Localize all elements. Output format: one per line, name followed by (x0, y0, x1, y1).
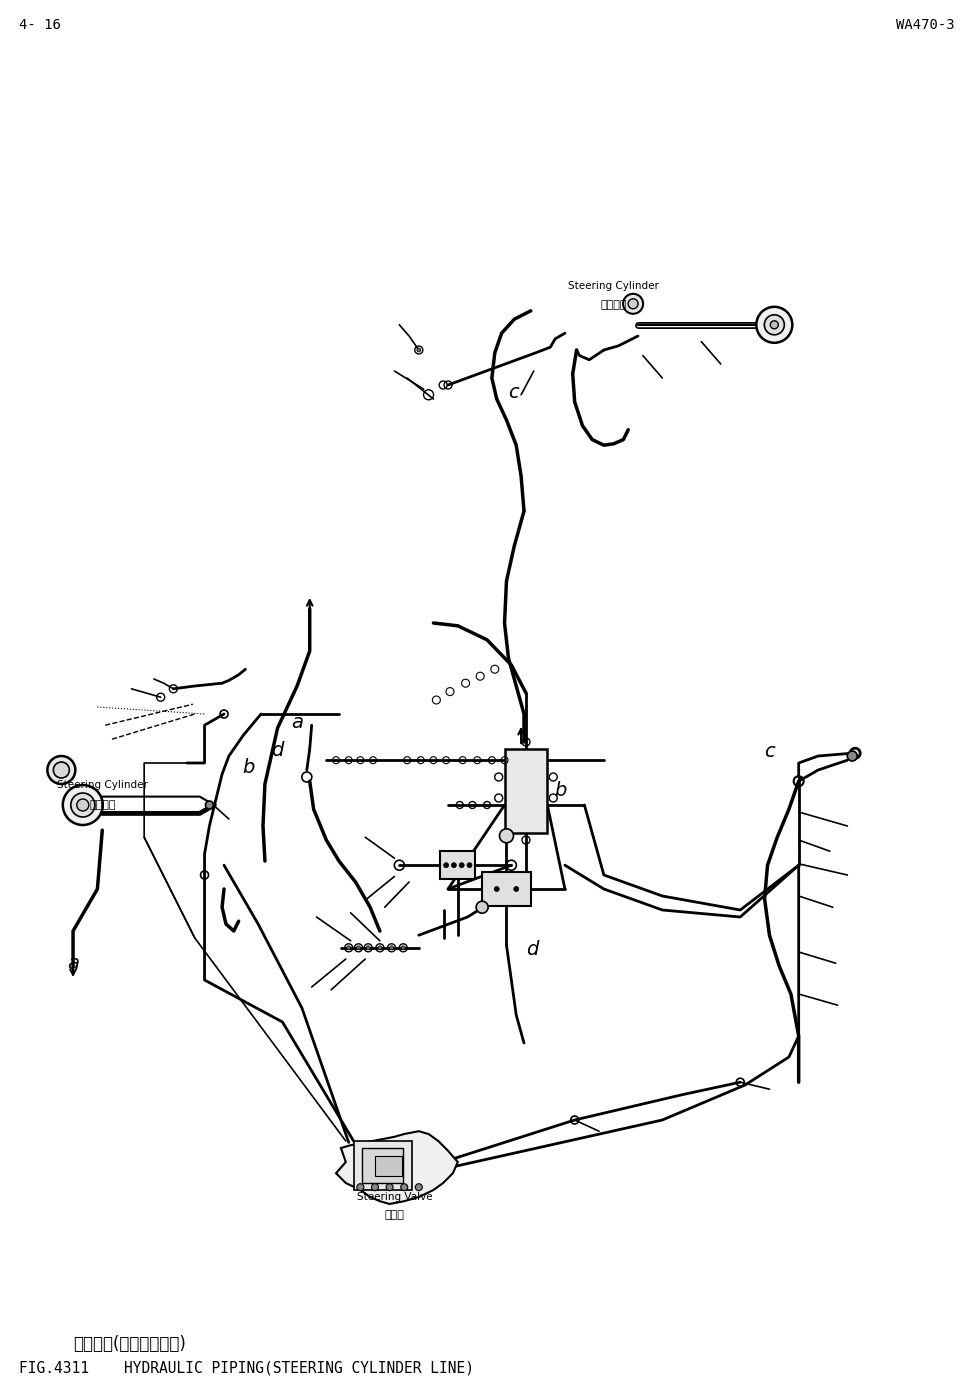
Bar (440, 851, 475, 879)
Text: 油压管路(转向油缸回路): 油压管路(转向油缸回路) (73, 1336, 186, 1352)
Text: a: a (291, 713, 303, 732)
Circle shape (77, 799, 89, 811)
Text: d: d (527, 939, 539, 959)
Bar (482, 872, 531, 906)
Bar (505, 749, 547, 833)
Text: 转向油缸: 转向油缸 (600, 300, 627, 311)
Circle shape (467, 862, 472, 868)
Text: b: b (243, 757, 254, 777)
Circle shape (451, 862, 457, 868)
Circle shape (378, 946, 382, 949)
Circle shape (500, 829, 513, 843)
Circle shape (356, 1183, 364, 1190)
Circle shape (765, 315, 784, 335)
Circle shape (513, 886, 519, 892)
Circle shape (390, 946, 393, 949)
Text: d: d (272, 741, 283, 760)
Circle shape (206, 801, 213, 809)
Circle shape (401, 946, 405, 949)
Circle shape (54, 762, 69, 778)
Text: WA470-3: WA470-3 (896, 18, 955, 32)
Text: Steering Cylinder: Steering Cylinder (568, 280, 659, 291)
Circle shape (366, 946, 370, 949)
Text: 4- 16: 4- 16 (19, 18, 61, 32)
Circle shape (494, 886, 500, 892)
Text: FIG.4311    HYDRAULIC PIPING(STEERING CYLINDER LINE): FIG.4311 HYDRAULIC PIPING(STEERING CYLIN… (19, 1361, 474, 1375)
Text: 转向阀: 转向阀 (385, 1210, 404, 1221)
Circle shape (356, 946, 360, 949)
Circle shape (623, 294, 643, 314)
Circle shape (400, 1183, 408, 1190)
Text: 转向油缸: 转向油缸 (89, 799, 116, 811)
Circle shape (417, 349, 421, 351)
Circle shape (770, 321, 778, 329)
Circle shape (459, 862, 465, 868)
Text: c: c (764, 742, 775, 762)
Bar (362, 1148, 403, 1183)
Circle shape (48, 756, 75, 784)
Circle shape (443, 862, 449, 868)
Circle shape (62, 785, 103, 825)
Bar (375, 1156, 402, 1176)
Circle shape (847, 750, 857, 762)
Circle shape (386, 1183, 393, 1190)
Circle shape (476, 902, 488, 913)
Text: b: b (554, 781, 566, 801)
Text: c: c (507, 382, 519, 402)
Circle shape (347, 946, 351, 949)
Text: Steering Cylinder: Steering Cylinder (56, 780, 148, 791)
Text: a: a (67, 953, 79, 973)
Circle shape (371, 1183, 379, 1190)
Bar (354, 1141, 412, 1190)
Circle shape (71, 792, 94, 818)
Polygon shape (336, 1131, 458, 1204)
Circle shape (757, 307, 792, 343)
Text: Steering Valve: Steering Valve (356, 1191, 432, 1203)
Circle shape (628, 298, 638, 309)
Circle shape (415, 1183, 423, 1190)
